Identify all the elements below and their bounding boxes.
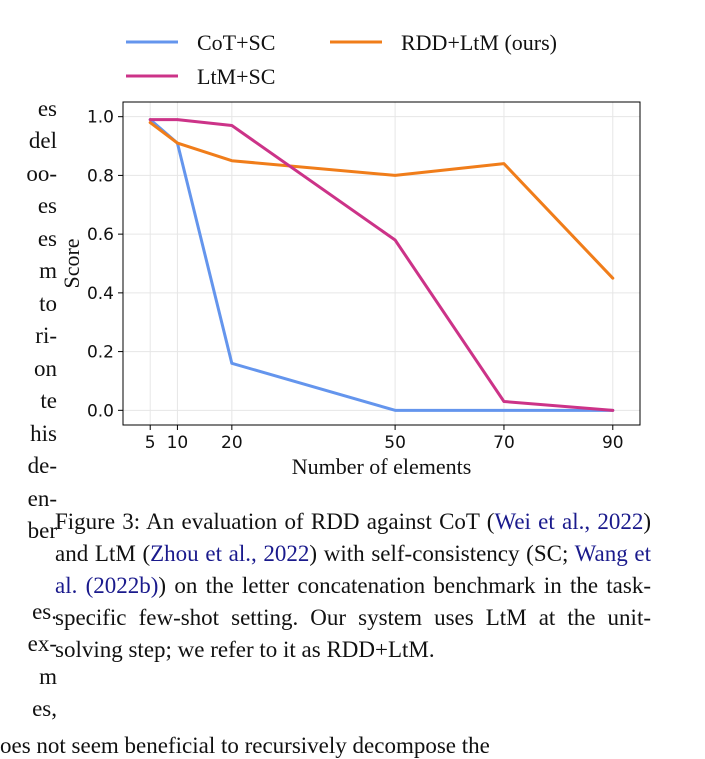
left-fragment: te bbox=[40, 388, 57, 413]
legend-label: RDD+LtM (ours) bbox=[401, 30, 557, 55]
citation-link[interactable]: Zhou et al., 2022 bbox=[150, 541, 310, 566]
y-tick-label: 0.6 bbox=[87, 225, 114, 245]
x-tick-label: 70 bbox=[493, 433, 515, 453]
caption-text: ) on the letter concatenation benchmark … bbox=[55, 573, 651, 662]
left-fragment: en- bbox=[27, 486, 57, 511]
y-tick-label: 0.8 bbox=[87, 166, 114, 186]
left-fragment: ber bbox=[27, 518, 57, 543]
figure-caption: Figure 3: An evaluation of RDD against C… bbox=[55, 506, 651, 666]
citation-link[interactable]: Wang et al. (2022b) bbox=[55, 541, 651, 598]
caption-text: Figure 3: An evaluation of RDD against C… bbox=[55, 509, 495, 534]
left-fragment: es bbox=[37, 226, 57, 251]
legend-label: CoT+SC bbox=[197, 30, 275, 55]
left-fragment: es. bbox=[32, 599, 57, 624]
caption-text: ) and LtM ( bbox=[55, 509, 651, 566]
body-text-bottom: oes not seem beneficial to recursively d… bbox=[0, 733, 490, 758]
left-column-text: es del oo- es es m to ri- on te his de- … bbox=[0, 0, 60, 753]
left-fragment: es bbox=[37, 96, 57, 121]
y-tick-label: 0.0 bbox=[87, 401, 114, 421]
series-line bbox=[148, 118, 615, 412]
left-fragment: m bbox=[39, 664, 57, 689]
x-tick-label: 20 bbox=[221, 433, 243, 453]
left-fragment: del bbox=[28, 128, 57, 153]
left-fragment: to bbox=[39, 291, 57, 316]
left-fragment: ex- bbox=[27, 631, 57, 656]
left-fragment: de- bbox=[27, 453, 57, 478]
left-fragment: es, bbox=[32, 696, 57, 721]
series-line bbox=[148, 121, 615, 280]
series-line bbox=[148, 118, 615, 412]
caption-text: ) with self-consistency (SC; bbox=[309, 541, 575, 566]
x-tick-label: 10 bbox=[167, 433, 189, 453]
y-tick-label: 0.2 bbox=[87, 343, 114, 363]
left-fragment: his bbox=[30, 421, 57, 446]
y-axis-label: Score bbox=[59, 238, 84, 288]
left-fragment: m bbox=[39, 258, 57, 283]
left-fragment: on bbox=[34, 356, 57, 381]
plot-frame bbox=[122, 101, 641, 426]
left-fragment: es bbox=[37, 193, 57, 218]
score-line-chart: 5 10 20 50 70 90 0.0 0.2 0.4 0.6 0.8 1.0 Number of e… bbox=[59, 30, 641, 479]
x-tick-label: 5 bbox=[145, 433, 156, 453]
citation-link[interactable]: Wei et al., 2022 bbox=[494, 509, 644, 534]
left-fragment: ri- bbox=[35, 323, 57, 348]
y-tick-label: 1.0 bbox=[87, 108, 114, 128]
y-tick-label: 0.4 bbox=[87, 284, 114, 304]
left-fragment: oo- bbox=[26, 161, 57, 186]
x-axis-label: Number of elements bbox=[292, 454, 472, 479]
x-tick-label: 50 bbox=[384, 433, 406, 453]
x-tick-label: 90 bbox=[602, 433, 624, 453]
legend-label: LtM+SC bbox=[197, 64, 275, 89]
